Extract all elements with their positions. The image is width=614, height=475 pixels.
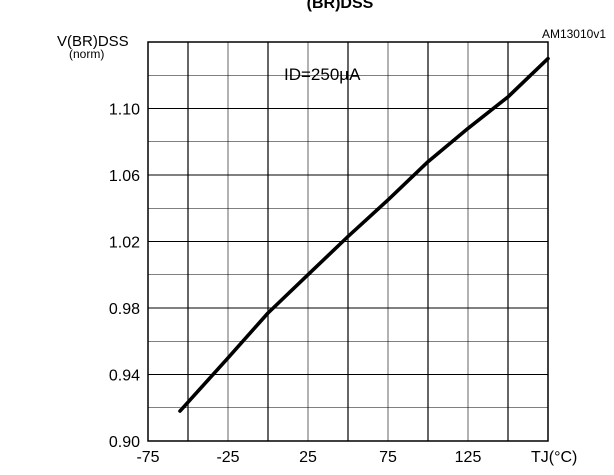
x-tick-labels: -75 -25 25 75 125 — [136, 449, 481, 466]
y-tick-label: 1.06 — [109, 168, 140, 185]
x-axis-label: TJ(°C) — [531, 449, 577, 466]
series-group — [178, 56, 550, 413]
x-tick-label: -25 — [216, 449, 239, 466]
y-axis-label-sub: (norm) — [69, 47, 104, 61]
figure-id: AM13010v1 — [542, 27, 606, 41]
chart-annotation: ID=250µA — [284, 65, 361, 84]
grid — [147, 41, 549, 442]
y-tick-label: 0.90 — [109, 434, 140, 451]
figure-caption-fragment: (BR)DSS — [307, 0, 374, 12]
x-tick-label: 75 — [379, 449, 397, 466]
y-axis-label: V(BR)DSS — [57, 33, 129, 50]
x-tick-label: -75 — [136, 449, 159, 466]
x-tick-label: 25 — [299, 449, 317, 466]
y-tick-label: 1.02 — [109, 235, 140, 252]
y-tick-label: 0.94 — [109, 368, 140, 385]
y-tick-labels: 0.90 0.94 0.98 1.02 1.06 1.10 — [109, 102, 140, 452]
y-tick-label: 0.98 — [109, 301, 140, 318]
y-tick-label: 1.10 — [109, 102, 140, 119]
series-line — [178, 56, 550, 413]
x-tick-label: 125 — [455, 449, 482, 466]
